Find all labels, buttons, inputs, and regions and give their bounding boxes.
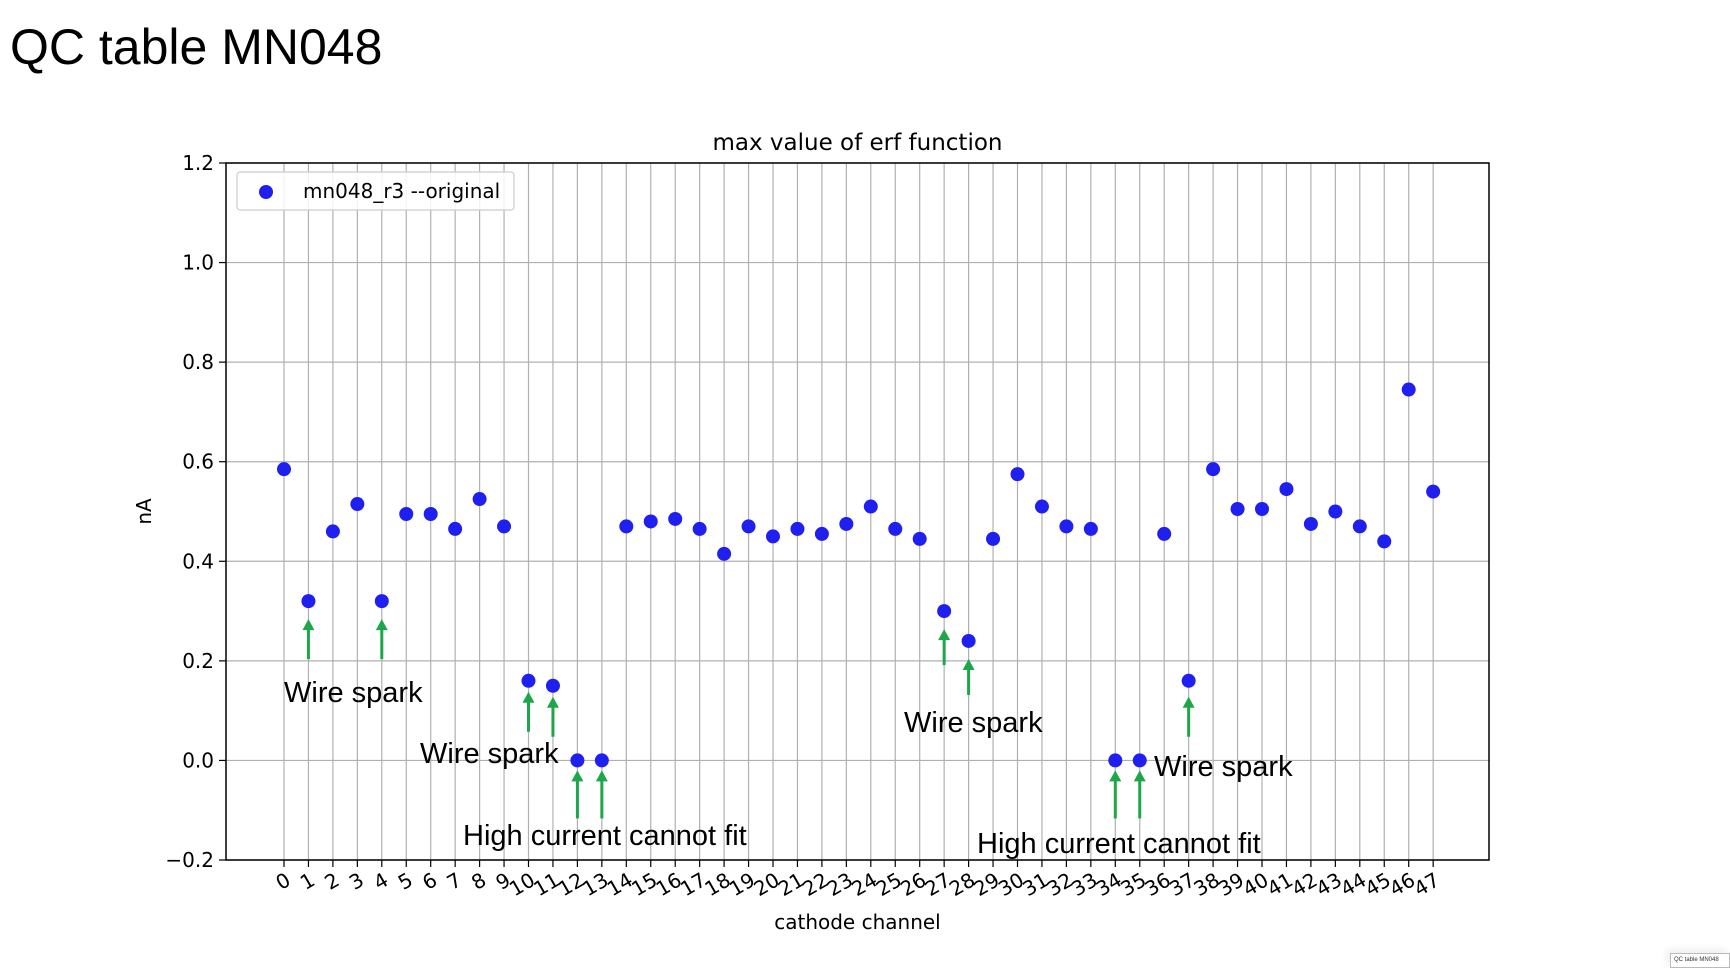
data-point <box>912 531 927 546</box>
data-point <box>1328 504 1343 519</box>
x-tick-label: 8 <box>467 868 490 895</box>
data-point <box>545 678 560 693</box>
data-point <box>986 531 1001 546</box>
data-point <box>790 521 805 536</box>
x-tick-label: 5 <box>394 868 417 895</box>
annotation-label: Wire spark <box>420 738 559 770</box>
annotation-arrow-head <box>522 691 535 703</box>
data-point <box>1255 502 1269 517</box>
annotation-arrow-head <box>938 629 951 641</box>
data-point <box>1010 467 1025 482</box>
x-tick-label: 47 <box>1410 868 1444 902</box>
x-tick-label: 3 <box>345 868 368 895</box>
data-point <box>448 521 463 536</box>
data-point <box>863 499 878 514</box>
x-tick-label: 6 <box>418 868 441 895</box>
annotation-arrow-head <box>302 619 315 631</box>
data-point <box>1352 519 1367 534</box>
annotation-arrow-head <box>1182 696 1195 708</box>
data-point <box>325 524 340 539</box>
annotation-label: Wire spark <box>904 707 1043 739</box>
data-point <box>594 753 609 768</box>
data-point <box>350 497 365 512</box>
annotation-label: High current cannot fit <box>463 820 747 852</box>
slide-title: QC table MN048 <box>10 19 383 75</box>
legend: mn048_r3 --original <box>236 171 515 211</box>
data-point <box>301 594 316 609</box>
legend-box <box>236 171 515 211</box>
slide-thumbnail[interactable]: QC table MN048 <box>1670 953 1730 968</box>
x-tick-label: 4 <box>369 868 392 895</box>
x-tick-label: 1 <box>296 868 319 895</box>
plot-frame <box>225 162 1490 861</box>
data-point <box>277 462 291 477</box>
data-point <box>497 519 512 534</box>
data-point <box>937 604 952 619</box>
annotation-arrow-head <box>546 696 559 708</box>
annotation-label: High current cannot fit <box>977 828 1261 860</box>
annotation-label: Wire spark <box>1154 751 1293 783</box>
data-point <box>1059 519 1074 534</box>
data-point <box>766 529 780 544</box>
data-point <box>643 514 658 529</box>
data-point <box>1108 753 1123 768</box>
annotation-arrow-head <box>962 658 975 670</box>
y-tick-label: 0.0 <box>182 748 214 772</box>
data-point <box>1206 462 1221 477</box>
data-point <box>521 673 536 688</box>
legend-marker <box>259 185 273 199</box>
data-point <box>374 594 389 609</box>
data-point <box>423 506 438 521</box>
annotation-arrow-head <box>1133 770 1146 782</box>
annotations: Wire spark Wire spark High current cannot … <box>284 619 1293 860</box>
y-tick-label: 0.8 <box>182 350 214 374</box>
legend-label: mn048_r3 --original <box>303 179 500 203</box>
data-point <box>1132 753 1147 768</box>
data-point <box>888 521 903 536</box>
data-point <box>1181 673 1196 688</box>
data-point <box>839 516 854 531</box>
y-tick-label: 0.6 <box>182 450 214 474</box>
annotation-arrow-head <box>571 770 584 782</box>
y-axis: −0.2 0.0 0.2 0.4 0.6 0.8 1.0 1.2 <box>165 151 226 872</box>
chart-title: max value of erf function <box>712 130 1002 156</box>
data-point <box>619 519 634 534</box>
annotation-label: Wire spark <box>284 677 423 709</box>
data-point <box>1401 382 1416 397</box>
annotation-arrow-head <box>1109 770 1122 782</box>
annotation-arrow-head <box>595 770 608 782</box>
grid-lines <box>226 162 1489 861</box>
data-point <box>1426 484 1441 499</box>
y-tick-label: −0.2 <box>165 848 214 872</box>
annotation-arrow-head <box>375 619 388 631</box>
y-tick-label: 0.2 <box>182 649 214 673</box>
y-tick-label: 1.2 <box>182 151 214 175</box>
x-tick-label: 7 <box>443 868 466 895</box>
x-tick-label: 0 <box>271 868 294 895</box>
data-point <box>814 526 829 541</box>
data-point <box>1034 499 1049 514</box>
x-tick-label: 2 <box>320 868 343 895</box>
data-point <box>399 506 414 521</box>
data-point <box>1230 502 1245 517</box>
data-point <box>1377 534 1392 549</box>
y-axis-label: nA <box>132 498 156 525</box>
data-point <box>472 492 487 507</box>
data-point <box>668 511 683 526</box>
data-point <box>717 546 732 561</box>
data-point <box>741 519 756 534</box>
x-axis: 0 1 2 3 4 5 6 7 8 9101112131415161718192021222324… <box>271 860 1444 902</box>
data-point <box>1083 521 1098 536</box>
data-point <box>692 521 707 536</box>
y-tick-label: 0.4 <box>182 549 214 573</box>
data-point <box>570 753 585 768</box>
data-point <box>961 633 976 648</box>
y-tick-label: 1.0 <box>182 251 214 275</box>
data-point <box>1303 516 1318 531</box>
data-points <box>277 382 1441 768</box>
data-point <box>1279 482 1294 497</box>
x-axis-label: cathode channel <box>774 910 941 934</box>
data-point <box>1157 526 1172 541</box>
